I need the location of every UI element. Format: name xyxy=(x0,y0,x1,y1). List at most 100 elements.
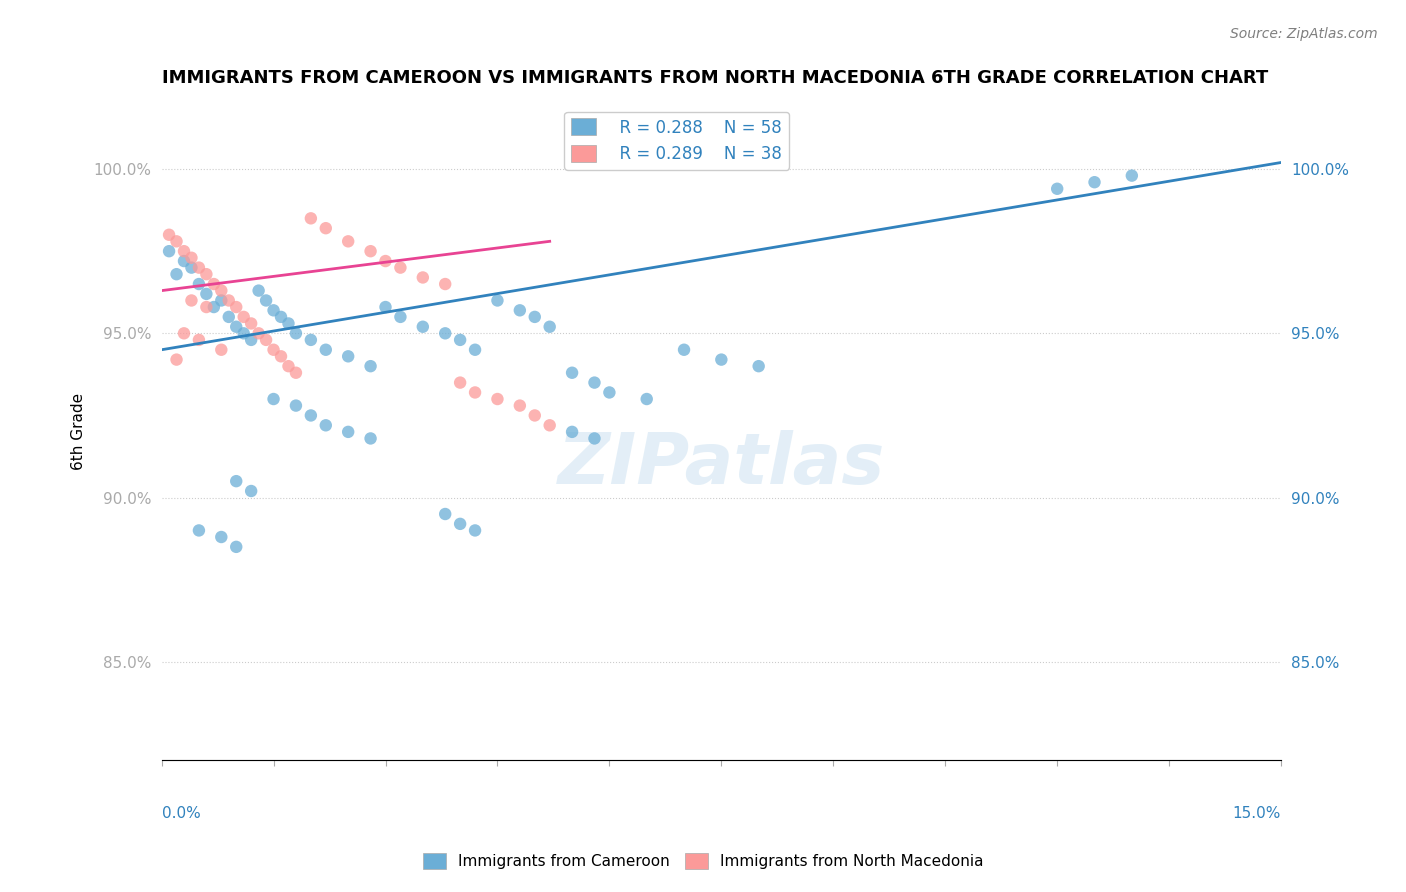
Point xyxy=(315,343,337,357)
Point xyxy=(360,432,382,446)
Point xyxy=(180,251,202,265)
Point xyxy=(187,333,209,347)
Point xyxy=(254,333,277,347)
Point xyxy=(240,317,263,331)
Text: 0.0%: 0.0% xyxy=(162,806,200,822)
Point xyxy=(389,310,412,324)
Point xyxy=(315,418,337,433)
Point xyxy=(247,284,270,298)
Point xyxy=(583,376,606,390)
Point xyxy=(263,392,285,406)
Point xyxy=(360,359,382,374)
Point xyxy=(1083,175,1105,189)
Point xyxy=(337,235,360,249)
Point xyxy=(247,326,270,341)
Point xyxy=(202,300,225,314)
Point xyxy=(486,392,509,406)
Point xyxy=(523,310,546,324)
Point xyxy=(202,277,225,291)
Point xyxy=(449,516,471,531)
Point xyxy=(240,483,263,498)
Point xyxy=(187,277,209,291)
Point xyxy=(232,326,254,341)
Point xyxy=(486,293,509,308)
Point xyxy=(561,425,583,439)
Point xyxy=(538,319,561,334)
Point xyxy=(1046,182,1069,196)
Point xyxy=(673,343,696,357)
Point xyxy=(225,474,247,488)
Point xyxy=(464,524,486,538)
Point xyxy=(598,385,620,400)
Point xyxy=(270,349,292,363)
Point xyxy=(263,343,285,357)
Point xyxy=(209,284,232,298)
Point xyxy=(509,303,531,318)
Point xyxy=(561,366,583,380)
Point xyxy=(464,385,486,400)
Point xyxy=(583,432,606,446)
Point xyxy=(218,310,240,324)
Text: ZIPatlas: ZIPatlas xyxy=(558,430,884,500)
Point xyxy=(254,293,277,308)
Point xyxy=(464,343,486,357)
Point xyxy=(270,310,292,324)
Point xyxy=(1121,169,1143,183)
Point xyxy=(412,270,434,285)
Point xyxy=(225,540,247,554)
Point xyxy=(284,326,307,341)
Point xyxy=(209,293,232,308)
Point xyxy=(277,317,299,331)
Point xyxy=(299,333,322,347)
Point xyxy=(434,277,457,291)
Legend: Immigrants from Cameroon, Immigrants from North Macedonia: Immigrants from Cameroon, Immigrants fro… xyxy=(416,847,990,875)
Point xyxy=(209,530,232,544)
Point xyxy=(218,293,240,308)
Point xyxy=(299,409,322,423)
Point xyxy=(173,254,195,268)
Point xyxy=(166,235,188,249)
Point xyxy=(263,303,285,318)
Point xyxy=(180,260,202,275)
Point xyxy=(315,221,337,235)
Point xyxy=(157,244,180,259)
Point xyxy=(284,366,307,380)
Point xyxy=(284,399,307,413)
Text: 15.0%: 15.0% xyxy=(1233,806,1281,822)
Y-axis label: 6th Grade: 6th Grade xyxy=(72,393,86,470)
Point xyxy=(434,507,457,521)
Point xyxy=(360,244,382,259)
Point xyxy=(337,425,360,439)
Point xyxy=(225,319,247,334)
Point xyxy=(166,352,188,367)
Point xyxy=(449,376,471,390)
Point xyxy=(509,399,531,413)
Point xyxy=(538,418,561,433)
Point xyxy=(374,300,396,314)
Point xyxy=(374,254,396,268)
Point xyxy=(710,352,733,367)
Point xyxy=(636,392,658,406)
Point xyxy=(180,293,202,308)
Point xyxy=(225,300,247,314)
Point xyxy=(449,333,471,347)
Point xyxy=(434,326,457,341)
Point xyxy=(195,286,218,301)
Point xyxy=(157,227,180,242)
Point xyxy=(277,359,299,374)
Point xyxy=(195,300,218,314)
Text: IMMIGRANTS FROM CAMEROON VS IMMIGRANTS FROM NORTH MACEDONIA 6TH GRADE CORRELATIO: IMMIGRANTS FROM CAMEROON VS IMMIGRANTS F… xyxy=(162,69,1268,87)
Point xyxy=(187,260,209,275)
Point xyxy=(523,409,546,423)
Point xyxy=(412,319,434,334)
Point xyxy=(209,343,232,357)
Text: Source: ZipAtlas.com: Source: ZipAtlas.com xyxy=(1230,27,1378,41)
Point xyxy=(389,260,412,275)
Point xyxy=(299,211,322,226)
Point xyxy=(232,310,254,324)
Point xyxy=(166,267,188,281)
Point xyxy=(173,326,195,341)
Point xyxy=(173,244,195,259)
Point xyxy=(195,267,218,281)
Point xyxy=(240,333,263,347)
